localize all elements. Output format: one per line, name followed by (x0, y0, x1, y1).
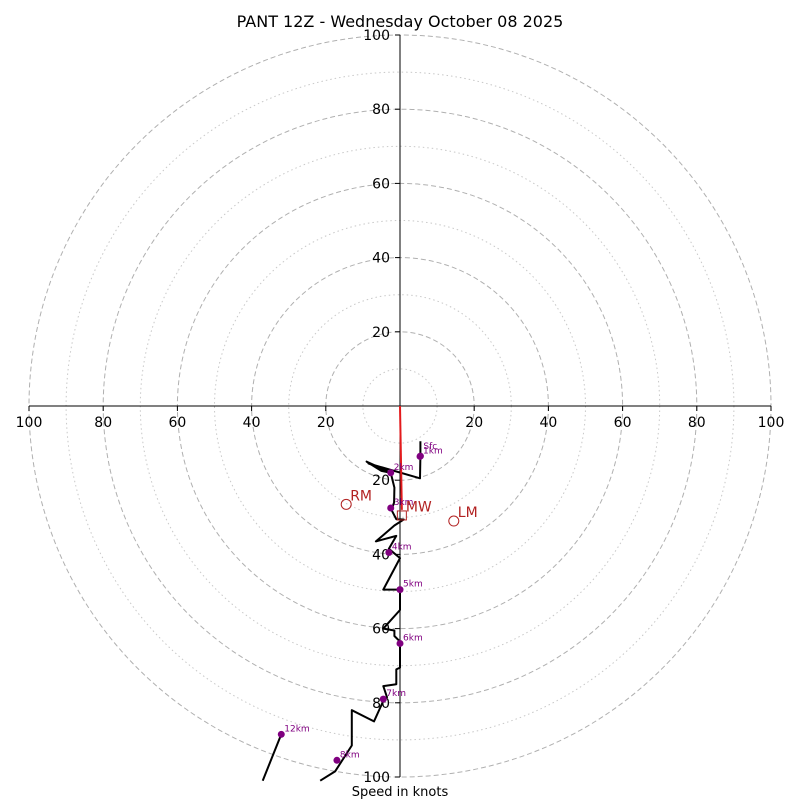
height-marker-dot (333, 756, 341, 764)
y-tick-label: 40 (372, 251, 390, 267)
x-tick-label: 60 (168, 415, 186, 431)
y-tick-label: 100 (363, 28, 390, 44)
height-marker-label: Sfc (423, 442, 437, 452)
x-tick-label: 80 (688, 415, 706, 431)
height-marker-dot (277, 730, 285, 738)
hodograph-upper-line (261, 733, 283, 782)
storm-motion-label: RM (350, 488, 372, 504)
tick-labels: 100 80 60 40 20 20 40 60 80 100100806040202040608… (16, 28, 785, 786)
height-marker-dot (396, 639, 404, 647)
height-marker-label: 3km (394, 498, 414, 508)
height-marker-label: 7km (386, 689, 406, 699)
storm-motion-label: MW (406, 499, 432, 515)
height-marker-label: 1km (423, 446, 443, 456)
y-tick-label: 100 (363, 770, 390, 786)
height-marker-dot (396, 586, 404, 594)
height-marker-dot (385, 549, 393, 557)
x-tick-label: 20 (317, 415, 335, 431)
height-marker-label: 8km (340, 750, 360, 760)
height-marker-label: 6km (403, 633, 423, 643)
height-marker-label: 12km (284, 724, 309, 734)
y-tick-label: 60 (372, 176, 390, 192)
x-tick-label: 40 (539, 415, 557, 431)
bulk-shear-line (399, 405, 403, 510)
y-tick-label: 20 (372, 473, 390, 489)
height-marker-label: 2km (394, 463, 414, 473)
x-tick-label: 100 (758, 415, 785, 431)
x-tick-label: 80 (94, 415, 112, 431)
storm-motion-marker (340, 498, 352, 510)
height-marker-label: 4km (392, 543, 412, 553)
y-tick-label: 80 (372, 102, 390, 118)
chart-title: PANT 12Z - Wednesday October 08 2025 (237, 12, 564, 31)
x-tick-label: 60 (614, 415, 632, 431)
mean-wind-marker (396, 510, 407, 521)
shear-vector (399, 405, 403, 510)
x-axis-label: Speed in knots (352, 785, 449, 800)
height-marker-dot (387, 469, 395, 477)
y-tick-label: 20 (372, 325, 390, 341)
storm-motion-marker (448, 515, 460, 527)
x-tick-label: 100 (16, 415, 43, 431)
storm-motion-label: LM (458, 505, 478, 521)
storm-motions: RM MW LM (340, 488, 478, 527)
height-marker-label: 5km (403, 580, 423, 590)
height-marker-dot (379, 695, 387, 703)
x-tick-label: 40 (243, 415, 261, 431)
height-marker-dot (416, 452, 424, 460)
height-marker-dot (387, 504, 395, 512)
x-tick-label: 20 (465, 415, 483, 431)
y-tick-label: 40 (372, 547, 390, 563)
